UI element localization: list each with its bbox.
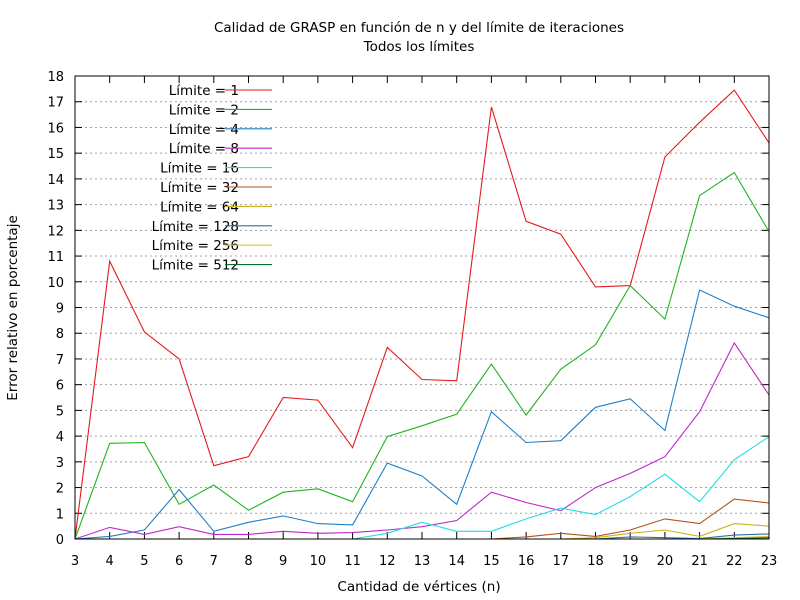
x-axis: 3 4 5 6 7 8 9 10 11 12 13 14 15 16 17 18 19 20 21 22 23 [71, 76, 777, 569]
legend-label: Límite = 1 [169, 83, 239, 99]
legend-label: Límite = 64 [160, 199, 239, 215]
x-tick-label: 4 [106, 554, 114, 569]
x-tick-label: 17 [553, 554, 570, 569]
x-tick-label: 15 [483, 554, 500, 569]
y-tick-label: 6 [56, 379, 64, 394]
x-tick-label: 14 [448, 554, 465, 569]
legend: Límite = 1 Límite = 2 Límite = 4 Límite = 8… [152, 83, 272, 274]
y-tick-label: 5 [56, 404, 64, 419]
y-tick-label: 14 [47, 173, 64, 188]
x-tick-label: 7 [210, 554, 218, 569]
series-line-1 [74, 89, 770, 540]
x-tick-label: 3 [71, 554, 79, 569]
x-tick-label: 23 [761, 554, 778, 569]
legend-label: Límite = 128 [152, 219, 239, 235]
y-tick-label: 0 [56, 533, 64, 548]
y-tick-label: 4 [56, 430, 64, 445]
legend-label: Límite = 2 [169, 102, 239, 118]
y-axis-label: Error relativo en porcentaje [5, 215, 21, 401]
x-tick-label: 20 [657, 554, 674, 569]
chart-title: Calidad de GRASP en función de n y del l… [214, 20, 624, 36]
x-tick-label: 19 [622, 554, 639, 569]
x-tick-label: 12 [379, 554, 396, 569]
y-tick-label: 18 [47, 70, 64, 85]
y-tick-label: 3 [56, 456, 64, 471]
x-tick-label: 21 [691, 554, 708, 569]
y-tick-label: 9 [56, 302, 64, 317]
x-tick-label: 5 [140, 554, 148, 569]
grid-lines [75, 101, 769, 514]
y-tick-label: 15 [47, 147, 64, 162]
chart-subtitle: Todos los límites [363, 39, 475, 55]
y-tick-label: 13 [47, 199, 64, 214]
legend-label: Límite = 8 [169, 141, 239, 157]
x-tick-label: 8 [244, 554, 252, 569]
legend-label: Límite = 4 [169, 122, 239, 138]
y-tick-label: 17 [47, 96, 64, 111]
x-axis-label: Cantidad de vértices (n) [337, 579, 500, 595]
y-tick-label: 8 [56, 327, 64, 342]
legend-label: Límite = 512 [152, 258, 239, 274]
y-tick-label: 10 [47, 276, 64, 291]
x-tick-label: 10 [310, 554, 327, 569]
y-tick-label: 16 [47, 121, 64, 136]
y-tick-label: 2 [56, 482, 64, 497]
series-lines [74, 89, 770, 540]
legend-label: Límite = 32 [160, 180, 239, 196]
legend-label: Límite = 256 [152, 238, 239, 254]
x-tick-label: 13 [414, 554, 431, 569]
x-tick-label: 18 [587, 554, 604, 569]
x-tick-label: 6 [175, 554, 183, 569]
plot-border [74, 75, 770, 540]
y-tick-label: 1 [56, 507, 64, 522]
y-tick-label: 11 [47, 250, 64, 265]
series-line-4 [74, 341, 770, 540]
y-tick-label: 12 [47, 224, 64, 239]
x-tick-label: 11 [344, 554, 361, 569]
y-tick-label: 7 [56, 353, 64, 368]
x-tick-label: 9 [279, 554, 287, 569]
x-tick-label: 16 [518, 554, 535, 569]
series-line-2 [74, 171, 770, 540]
legend-label: Límite = 16 [160, 161, 239, 177]
x-tick-label: 22 [726, 554, 743, 569]
series-line-3 [74, 289, 770, 540]
